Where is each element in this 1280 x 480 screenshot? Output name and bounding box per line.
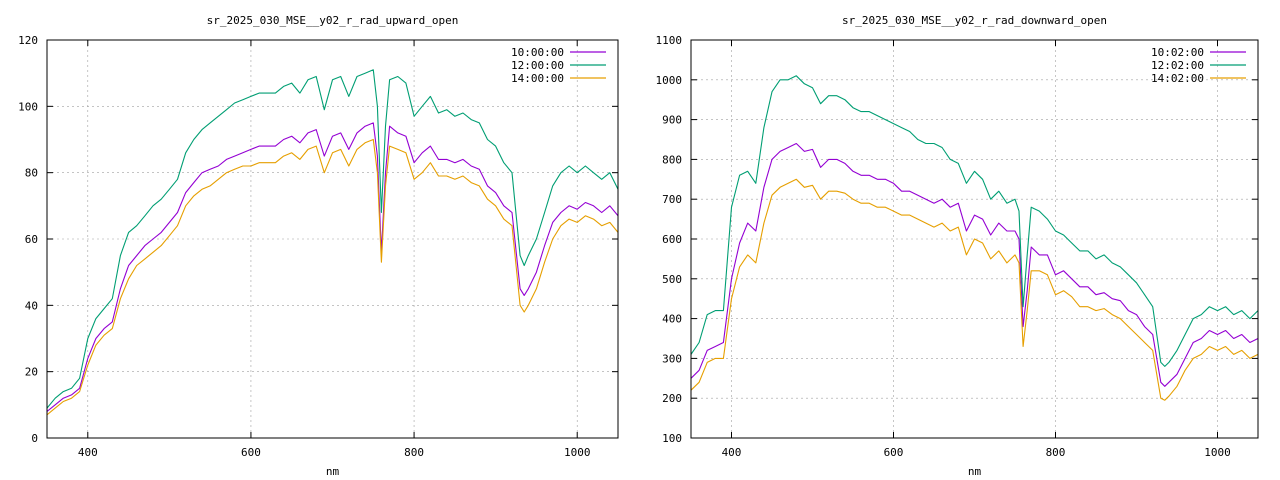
y-tick-label: 0: [31, 432, 38, 445]
y-tick-label: 100: [18, 100, 38, 113]
x-axis-label: nm: [968, 465, 982, 478]
y-tick-label: 600: [662, 233, 682, 246]
x-tick-label: 1000: [564, 446, 591, 459]
y-tick-label: 800: [662, 153, 682, 166]
x-tick-label: 400: [722, 446, 742, 459]
y-tick-label: 500: [662, 273, 682, 286]
legend-label: 12:00:00: [511, 59, 564, 72]
y-tick-label: 700: [662, 193, 682, 206]
plot-frame: [46, 39, 619, 439]
series-line-1: [47, 122, 618, 412]
legend-label: 10:00:00: [511, 46, 564, 59]
series-line-3: [691, 178, 1258, 401]
x-axis-label: nm: [326, 465, 340, 478]
y-tick-label: 80: [25, 167, 38, 180]
legend-label: 14:00:00: [511, 72, 564, 85]
x-tick-label: 800: [404, 446, 424, 459]
y-tick-label: 40: [25, 299, 38, 312]
y-tick-label: 60: [25, 233, 38, 246]
x-tick-label: 600: [241, 446, 261, 459]
chart-panel-1: sr_2025_030_MSE__y02_r_rad_upward_open 40…: [18, 14, 619, 478]
series-line-2: [47, 69, 618, 409]
x-tick-label: 800: [1046, 446, 1066, 459]
y-tick-label: 100: [662, 432, 682, 445]
y-tick-label: 1000: [656, 74, 683, 87]
chart-panel-2: sr_2025_030_MSE__y02_r_rad_downward_open…: [656, 14, 1259, 478]
x-tick-label: 1000: [1204, 446, 1231, 459]
x-tick-label: 600: [884, 446, 904, 459]
legend-label: 10:02:00: [1151, 46, 1204, 59]
legend-label: 12:02:00: [1151, 59, 1204, 72]
y-tick-label: 120: [18, 34, 38, 47]
plot-frame: [690, 39, 1259, 439]
legend-label: 14:02:00: [1151, 72, 1204, 85]
y-tick-label: 1100: [656, 34, 683, 47]
chart-title: sr_2025_030_MSE__y02_r_rad_downward_open: [842, 14, 1107, 27]
y-tick-label: 200: [662, 392, 682, 405]
y-tick-label: 900: [662, 114, 682, 127]
x-tick-label: 400: [78, 446, 98, 459]
series-line-2: [691, 75, 1258, 367]
y-tick-label: 300: [662, 352, 682, 365]
series-line-1: [691, 142, 1258, 387]
chart-title: sr_2025_030_MSE__y02_r_rad_upward_open: [207, 14, 459, 27]
y-tick-label: 400: [662, 313, 682, 326]
series-line-3: [47, 138, 618, 416]
y-tick-label: 20: [25, 366, 38, 379]
